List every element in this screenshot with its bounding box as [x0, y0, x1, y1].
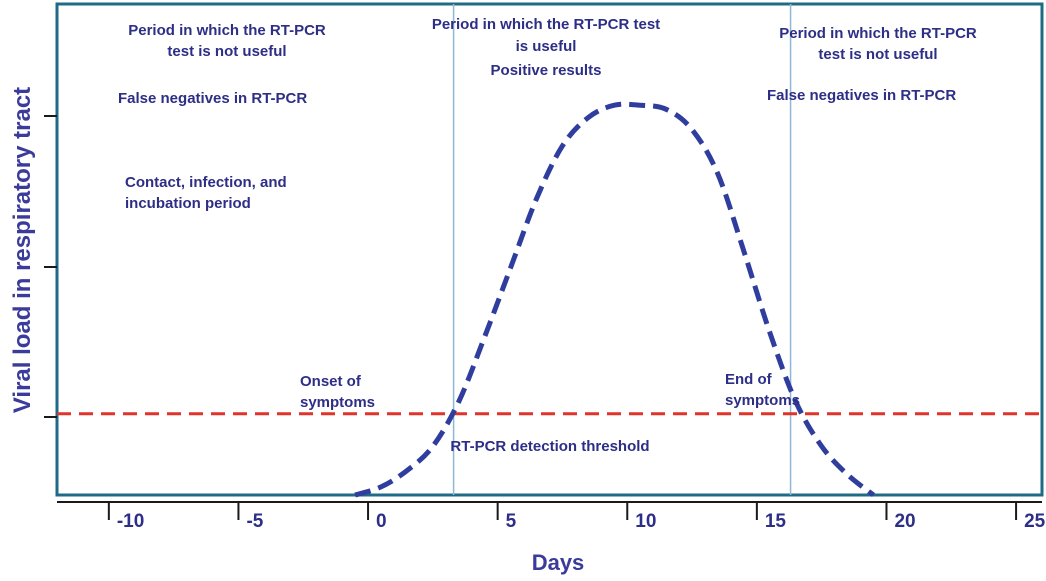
plot-frame — [55, 2, 1044, 497]
viral-load-curve — [354, 101, 876, 498]
y-axis-label: Viral load in respiratory tract — [9, 87, 36, 413]
left-period-line-2: test is not useful — [167, 43, 286, 60]
x-axis-ticks: -10 -5 0 5 10 15 20 25 — [107, 502, 1046, 532]
end-label-line-1: End of — [725, 371, 773, 388]
left-period-line-1: Period in which the RT-PCR — [128, 22, 326, 39]
x-tick-label: 25 — [1024, 511, 1046, 532]
incubation-note-line-2: incubation period — [125, 195, 251, 212]
x-tick-label: -5 — [246, 511, 263, 532]
x-tick-label: 5 — [506, 511, 517, 532]
middle-period-line-2: is useful — [516, 38, 577, 55]
x-axis-label: Days — [532, 550, 585, 575]
right-false-negatives-note: False negatives in RT-PCR — [767, 87, 956, 104]
x-tick-label: 15 — [765, 511, 787, 532]
onset-label-line-1: Onset of — [300, 373, 362, 390]
x-tick-label: -10 — [117, 511, 144, 532]
right-period-line-2: test is not useful — [818, 46, 937, 63]
middle-period-line-1: Period in which the RT-PCR test — [432, 16, 660, 33]
x-tick-label: 20 — [894, 511, 915, 532]
positive-results-note: Positive results — [491, 62, 602, 79]
right-period-line-1: Period in which the RT-PCR — [779, 25, 977, 42]
onset-label-line-2: symptoms — [300, 394, 375, 411]
threshold-label: RT-PCR detection threshold — [450, 438, 649, 455]
x-tick-label: 10 — [635, 511, 656, 532]
end-label-line-2: symptoms — [725, 392, 800, 409]
x-tick-label: 0 — [376, 511, 387, 532]
left-false-negatives-note: False negatives in RT-PCR — [118, 90, 307, 107]
incubation-note-line-1: Contact, infection, and — [125, 174, 287, 191]
